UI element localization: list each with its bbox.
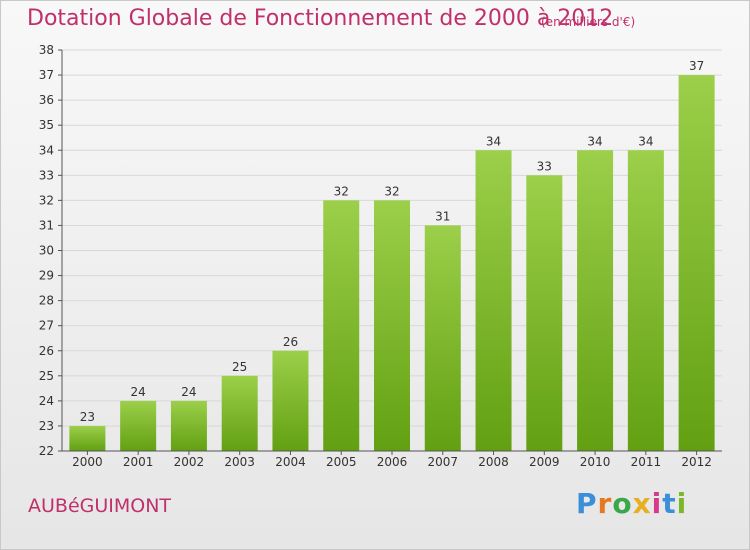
x-tick-label: 2001 — [123, 455, 154, 469]
bar-value-label: 33 — [537, 159, 552, 173]
bar-2001 — [120, 400, 157, 451]
y-tick-label: 30 — [39, 244, 54, 258]
x-tick-label: 2012 — [681, 455, 712, 469]
y-tick-label: 34 — [39, 143, 54, 157]
bar-2010 — [577, 150, 614, 451]
bar-value-label: 32 — [334, 184, 349, 198]
y-tick-label: 37 — [39, 68, 54, 82]
y-tick-label: 32 — [39, 193, 54, 207]
y-tick-label: 38 — [39, 43, 54, 57]
x-tick-label: 2006 — [377, 455, 408, 469]
proxiti-logo[interactable]: Proxiti — [576, 487, 687, 520]
x-tick-label: 2010 — [580, 455, 611, 469]
bar-value-label: 32 — [384, 184, 399, 198]
logo-letter: i — [651, 487, 663, 520]
bar-2004 — [272, 350, 309, 451]
bars: 23 24 24 25 26 32 32 31 34 33 34 34 37 — [69, 59, 715, 451]
y-tick-label: 24 — [39, 394, 54, 408]
chart-unit: (en milliers d'€) — [541, 15, 636, 29]
y-tick-label: 26 — [39, 344, 54, 358]
x-tick-label: 2007 — [427, 455, 458, 469]
bar-2009 — [526, 175, 563, 451]
bar-value-label: 31 — [435, 209, 450, 223]
logo-letter: t — [662, 487, 677, 520]
x-tick-label: 2004 — [275, 455, 306, 469]
bar-2006 — [374, 200, 410, 451]
bar-value-label: 26 — [283, 335, 298, 349]
bar-2005 — [323, 200, 360, 451]
x-tick-label: 2008 — [478, 455, 509, 469]
logo-letter: i — [676, 487, 688, 520]
y-axis: 22 23 24 25 26 27 28 29 30 31 32 33 34 35 36 37 38 — [39, 43, 63, 458]
bar-2003 — [221, 375, 258, 451]
bar-value-label: 34 — [587, 134, 602, 148]
bar-value-label: 34 — [638, 134, 653, 148]
x-tick-label: 2002 — [174, 455, 205, 469]
bar-2011 — [627, 150, 664, 451]
x-tick-label: 2011 — [631, 455, 662, 469]
x-axis: 2000 2001 2002 2003 2004 2005 2006 2007 2008 2009… — [62, 450, 722, 469]
y-tick-label: 36 — [39, 93, 54, 107]
chart-title: Dotation Globale de Fonctionnement de 20… — [27, 6, 614, 31]
logo-letter: P — [576, 487, 598, 520]
bar-value-label: 24 — [131, 385, 146, 399]
y-tick-label: 28 — [39, 294, 54, 308]
bar-2000 — [69, 425, 106, 451]
x-tick-label: 2000 — [72, 455, 103, 469]
y-tick-label: 25 — [39, 369, 54, 383]
y-tick-label: 29 — [39, 269, 54, 283]
y-tick-label: 23 — [39, 419, 54, 433]
y-tick-label: 33 — [39, 168, 54, 182]
bar-value-label: 25 — [232, 360, 247, 374]
x-tick-label: 2009 — [529, 455, 560, 469]
y-tick-label: 27 — [39, 319, 54, 333]
bar-value-label: 34 — [486, 134, 501, 148]
bar-2012 — [678, 75, 715, 451]
bar-2002 — [170, 400, 207, 451]
bar-value-label: 23 — [80, 410, 95, 424]
bar-value-label: 24 — [181, 385, 196, 399]
logo-letter: r — [597, 487, 613, 520]
commune-name: AUBéGUIMONT — [28, 495, 172, 517]
bar-2008 — [475, 150, 512, 451]
y-tick-label: 35 — [39, 118, 54, 132]
logo-letter: x — [632, 487, 652, 520]
x-tick-label: 2003 — [224, 455, 255, 469]
y-tick-label: 31 — [39, 218, 54, 232]
logo-letter: o — [612, 487, 633, 520]
bar-value-label: 37 — [689, 59, 704, 73]
x-tick-label: 2005 — [326, 455, 357, 469]
y-tick-label: 22 — [39, 444, 54, 458]
bar-2007 — [424, 225, 461, 451]
